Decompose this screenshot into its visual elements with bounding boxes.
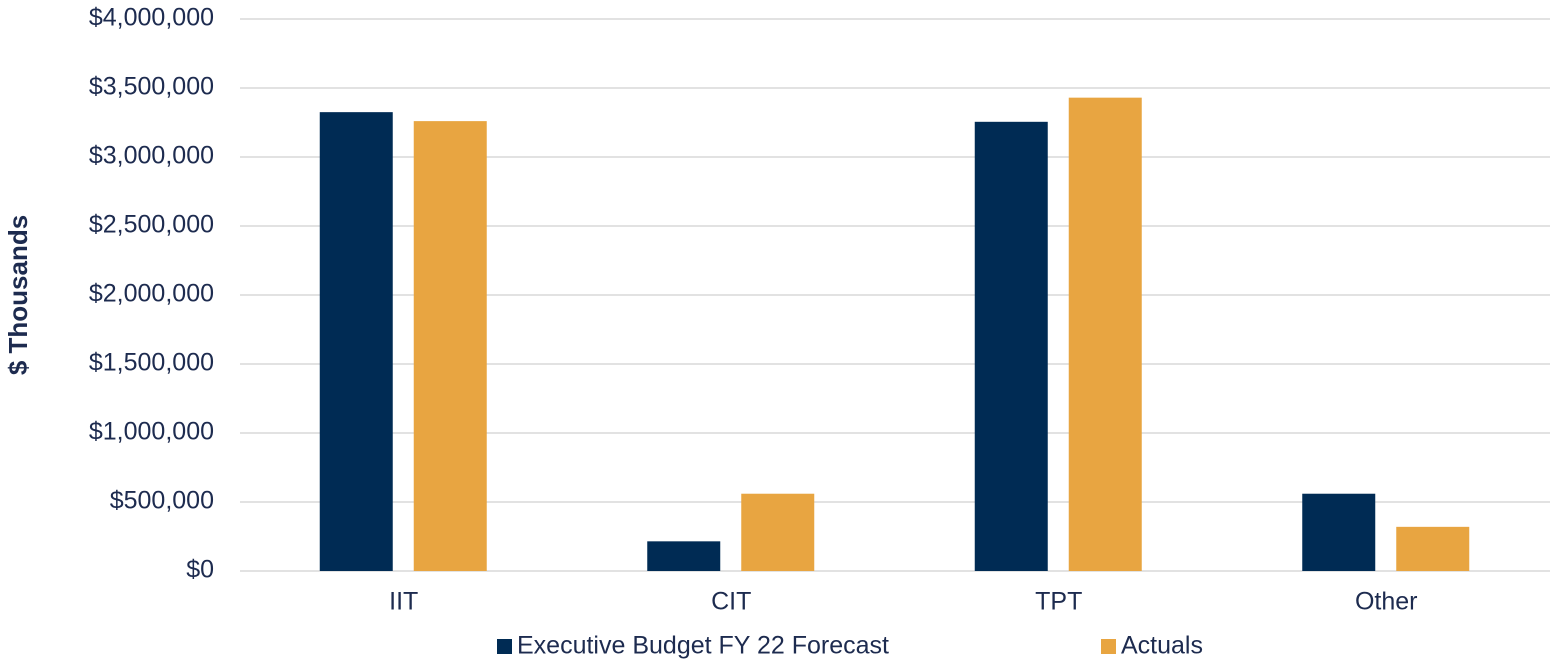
bar (1302, 493, 1376, 571)
y-tick-label: $500,000 (110, 487, 214, 515)
bar (1068, 97, 1142, 571)
y-tick-label: $1,500,000 (89, 349, 214, 377)
legend-label: Actuals (1121, 632, 1203, 660)
y-tick-label: $4,000,000 (89, 4, 214, 32)
y-axis-label: $ Thousands (3, 215, 33, 375)
y-tick-label: $2,000,000 (89, 280, 214, 308)
legend-label: Executive Budget FY 22 Forecast (517, 632, 889, 660)
bar (974, 121, 1048, 571)
y-tick-label: $2,500,000 (89, 211, 214, 239)
x-tick-label: CIT (711, 588, 751, 616)
y-tick-label: $3,000,000 (89, 142, 214, 170)
bar (1396, 526, 1470, 571)
bar (413, 121, 487, 572)
x-tick-label: IIT (389, 588, 418, 616)
y-tick-label: $3,500,000 (89, 73, 214, 101)
y-tick-label: $1,000,000 (89, 418, 214, 446)
x-tick-label: Other (1355, 588, 1418, 616)
legend-swatch (497, 639, 512, 654)
bar (319, 112, 393, 572)
y-tick-label: $0 (186, 556, 214, 584)
bar (741, 493, 815, 571)
legend-swatch (1101, 639, 1116, 654)
x-tick-label: TPT (1035, 588, 1082, 616)
bar (647, 541, 721, 571)
